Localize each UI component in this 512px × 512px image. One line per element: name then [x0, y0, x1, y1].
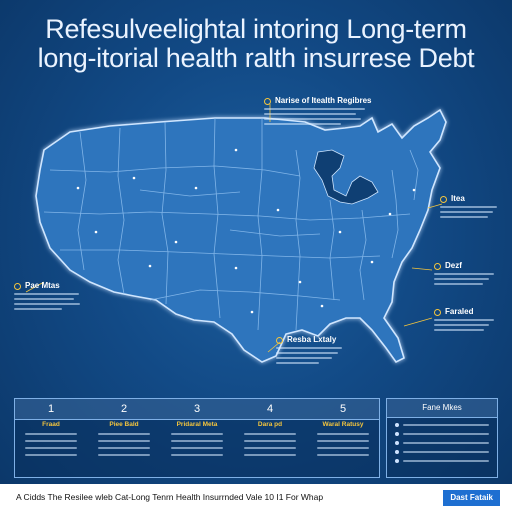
info-column-2: 2 Piee Bald	[88, 399, 160, 461]
marker-icon	[14, 282, 21, 290]
column-label: Piee Bald	[109, 421, 139, 428]
column-label: Fraad	[42, 421, 60, 428]
info-column-4: 4 Dara pd	[234, 399, 306, 461]
side-panel-title: Fane Mkes	[387, 399, 497, 418]
column-label: Pridaral Meta	[176, 421, 218, 428]
side-panel: Fane Mkes	[386, 398, 498, 478]
title-line-2: long-itorial health ralth insurresе Debt	[37, 43, 475, 73]
callout-title: Pae Mtas	[25, 281, 60, 290]
marker-icon	[440, 195, 447, 203]
callout-top: Narise of Itealth Regibres	[264, 97, 374, 128]
side-item	[395, 423, 489, 427]
us-landmass	[35, 108, 447, 364]
info-column-1: 1 Fraad	[15, 399, 87, 461]
column-number: 3	[193, 403, 201, 415]
state-borders	[43, 117, 419, 331]
side-item	[395, 441, 489, 445]
info-column-5: 5 Waral Ratusy	[307, 399, 379, 461]
marker-icon	[264, 97, 271, 105]
callout-south: Resba Lxtaly	[276, 336, 348, 367]
info-column-3: 3 Pridaral Meta	[161, 399, 233, 461]
column-label: Waral Ratusy	[322, 421, 364, 428]
brand-badge[interactable]: Dast Fataik	[443, 490, 500, 506]
callout-title: Dezf	[445, 261, 462, 270]
info-panel: 1 Fraad 2 Piee Bald 3 Pridaral Meta 4 Da…	[14, 398, 380, 478]
marker-icon	[434, 308, 441, 316]
great-lakes	[313, 149, 379, 205]
callout-ne: Itea	[440, 195, 500, 221]
callout-title: Narise of Itealth Regibres	[275, 96, 372, 105]
callout-title: Itea	[451, 194, 465, 203]
callout-title: Resba Lxtaly	[287, 335, 337, 344]
side-item	[395, 459, 489, 463]
leader-lines	[25, 104, 443, 353]
side-item	[395, 432, 489, 436]
footer-bar: A Cidds The Resilee wleb Cat-Long Tenrn …	[0, 484, 512, 512]
callout-se: Faraled	[434, 308, 498, 334]
marker-icon	[434, 262, 441, 270]
info-panel-header	[15, 399, 379, 420]
footer-caption: A Cidds The Resilee wleb Cat-Long Tenrn …	[16, 492, 324, 502]
callout-west: Pae Mtas	[14, 282, 86, 313]
city-dots	[76, 148, 416, 314]
callout-title: Faraled	[445, 307, 474, 316]
side-item	[395, 450, 489, 454]
title-line-1: Refesulveelightal intoring Long-term	[45, 14, 467, 44]
column-number: 4	[266, 403, 274, 415]
column-number: 1	[47, 403, 55, 415]
callout-east: Dezf	[434, 262, 498, 288]
column-number: 5	[339, 403, 347, 415]
column-label: Dara pd	[257, 421, 283, 428]
marker-icon	[276, 336, 283, 344]
column-number: 2	[120, 403, 128, 415]
